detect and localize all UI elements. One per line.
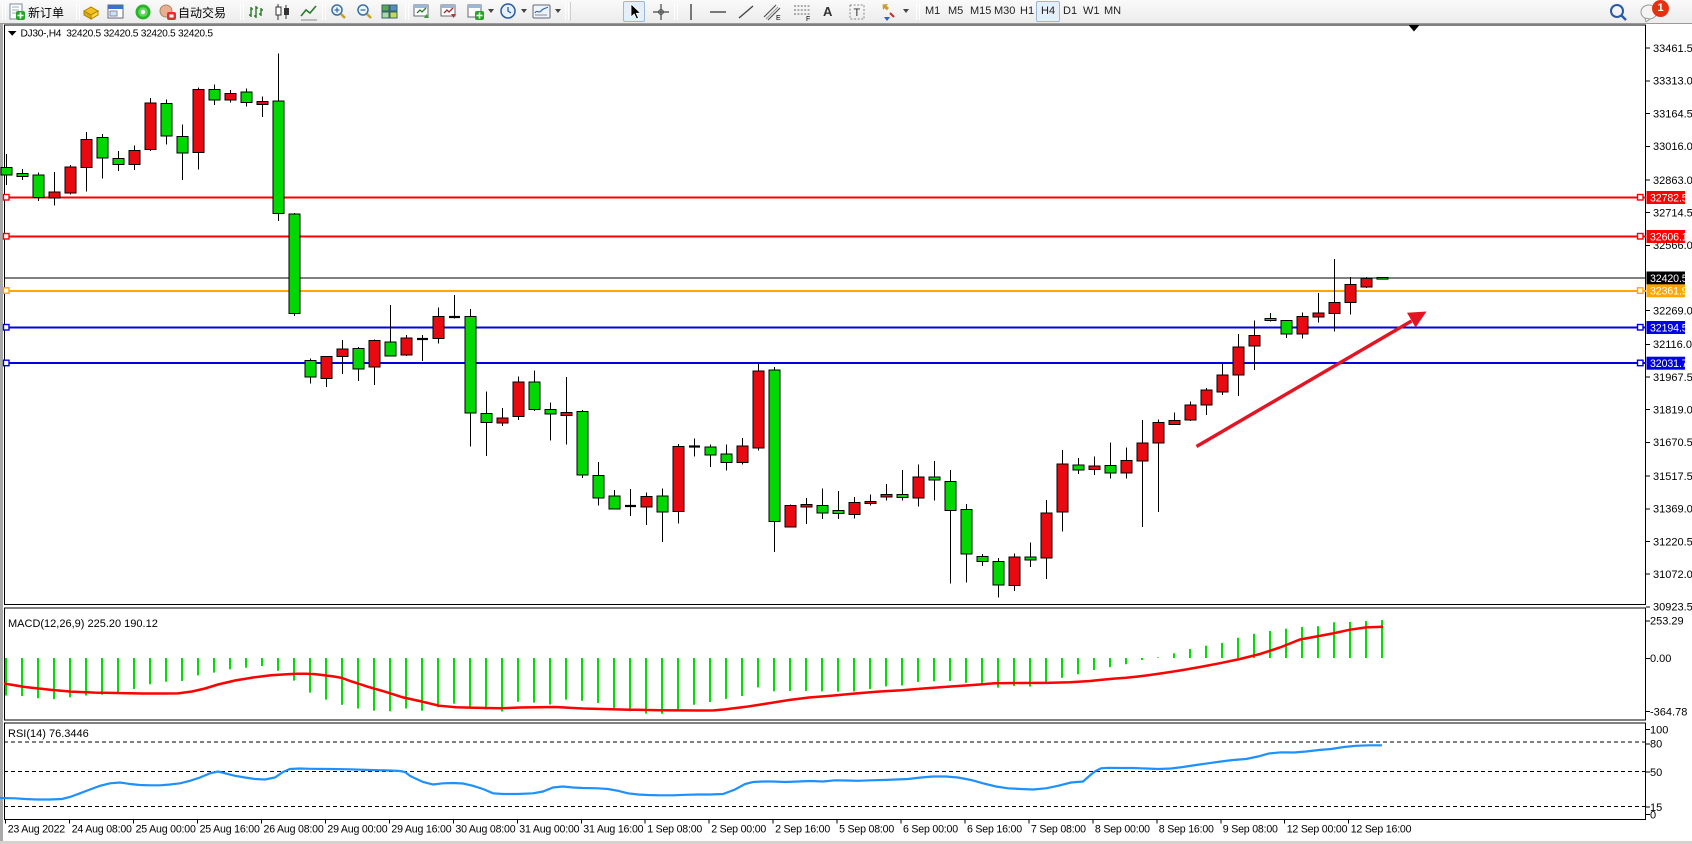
svg-text:8 Sep 16:00: 8 Sep 16:00 (1159, 824, 1214, 836)
svg-text:33461.5: 33461.5 (1653, 43, 1692, 55)
svg-text:30923.5: 30923.5 (1653, 602, 1692, 614)
svg-text:31967.5: 31967.5 (1653, 372, 1692, 384)
svg-text:32606.1: 32606.1 (1650, 231, 1688, 243)
svg-text:0.00: 0.00 (1650, 653, 1671, 665)
svg-text:26 Aug 08:00: 26 Aug 08:00 (264, 824, 324, 836)
svg-text:31220.5: 31220.5 (1653, 536, 1692, 548)
svg-text:7 Sep 08:00: 7 Sep 08:00 (1031, 824, 1086, 836)
svg-text:31369.0: 31369.0 (1653, 504, 1692, 516)
svg-text:50: 50 (1650, 767, 1662, 779)
svg-text:32031.7: 32031.7 (1650, 358, 1688, 370)
svg-text:30 Aug 08:00: 30 Aug 08:00 (455, 824, 515, 836)
svg-text:5 Sep 08:00: 5 Sep 08:00 (839, 824, 894, 836)
svg-text:6 Sep 16:00: 6 Sep 16:00 (967, 824, 1022, 836)
svg-text:80: 80 (1650, 739, 1662, 751)
svg-text:0: 0 (1650, 809, 1656, 821)
svg-text:F: F (806, 16, 810, 21)
svg-text:31670.5: 31670.5 (1653, 437, 1692, 449)
svg-text:15: 15 (1650, 802, 1662, 814)
svg-text:32194.5: 32194.5 (1650, 322, 1688, 334)
svg-text:31819.0: 31819.0 (1653, 405, 1692, 417)
svg-text:32420.5: 32420.5 (1650, 273, 1688, 285)
svg-text:32863.0: 32863.0 (1653, 175, 1692, 187)
svg-text:29 Aug 16:00: 29 Aug 16:00 (391, 824, 451, 836)
svg-text:T: T (854, 7, 861, 19)
svg-text:12 Sep 16:00: 12 Sep 16:00 (1351, 824, 1412, 836)
svg-text:31072.0: 31072.0 (1653, 569, 1692, 581)
svg-text:25 Aug 00:00: 25 Aug 00:00 (136, 824, 196, 836)
svg-text:32714.5: 32714.5 (1653, 207, 1692, 219)
svg-text:12 Sep 00:00: 12 Sep 00:00 (1287, 824, 1348, 836)
svg-text:MACD(12,26,9) 225.20 190.12: MACD(12,26,9) 225.20 190.12 (8, 618, 158, 630)
svg-text:31517.5: 31517.5 (1653, 471, 1692, 483)
svg-text:2 Sep 00:00: 2 Sep 00:00 (711, 824, 766, 836)
svg-text:8 Sep 00:00: 8 Sep 00:00 (1095, 824, 1150, 836)
svg-text:31 Aug 00:00: 31 Aug 00:00 (519, 824, 579, 836)
svg-text:32361.9: 32361.9 (1650, 286, 1688, 298)
svg-text:31 Aug 16:00: 31 Aug 16:00 (583, 824, 643, 836)
svg-text:32269.0: 32269.0 (1653, 306, 1692, 318)
svg-text:29 Aug 00:00: 29 Aug 00:00 (327, 824, 387, 836)
svg-text:253.29: 253.29 (1650, 616, 1684, 628)
svg-text:32116.0: 32116.0 (1653, 339, 1692, 351)
svg-text:23 Aug 2022: 23 Aug 2022 (8, 824, 66, 836)
svg-text:33164.5: 33164.5 (1653, 108, 1692, 120)
svg-text:32566.0: 32566.0 (1653, 240, 1692, 252)
svg-text:24 Aug 08:00: 24 Aug 08:00 (72, 824, 132, 836)
svg-text:32782.5: 32782.5 (1650, 192, 1688, 204)
svg-text:33313.0: 33313.0 (1653, 76, 1692, 88)
svg-text:-364.78: -364.78 (1650, 706, 1687, 718)
svg-text:25 Aug 16:00: 25 Aug 16:00 (200, 824, 260, 836)
svg-text:100: 100 (1650, 724, 1668, 736)
svg-text:E: E (776, 15, 781, 21)
svg-text:RSI(14) 76.3446: RSI(14) 76.3446 (8, 728, 89, 740)
svg-text:33016.0: 33016.0 (1653, 141, 1692, 153)
svg-text:6 Sep 00:00: 6 Sep 00:00 (903, 824, 958, 836)
svg-text:DJ30-,H4 32420.5 32420.5 3242: DJ30-,H4 32420.5 32420.5 32420.5 32420.5 (21, 29, 214, 40)
svg-text:2 Sep 16:00: 2 Sep 16:00 (775, 824, 830, 836)
svg-text:9 Sep 08:00: 9 Sep 08:00 (1223, 824, 1278, 836)
svg-text:1 Sep 08:00: 1 Sep 08:00 (647, 824, 702, 836)
